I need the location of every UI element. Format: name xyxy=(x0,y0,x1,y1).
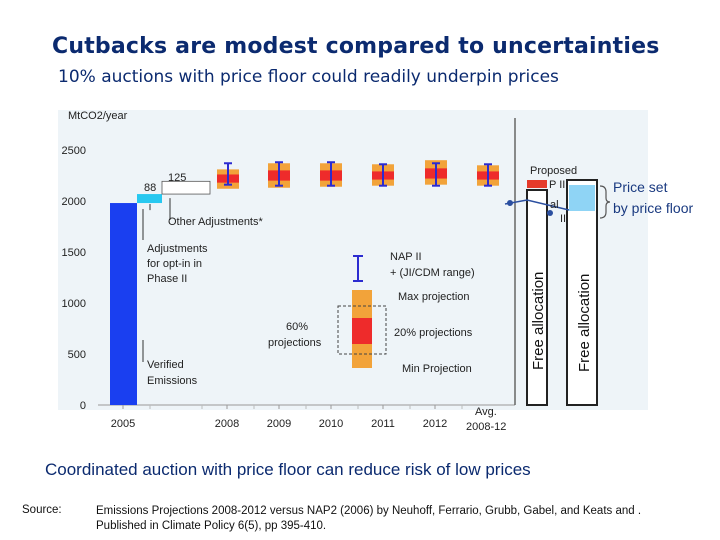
y-tick-label: 500 xyxy=(68,349,86,361)
x-tick-label: 2005 xyxy=(111,418,135,430)
x-ticks: 2005 2008 2009 2010 2011 2012 xyxy=(111,405,463,430)
price-set-brace xyxy=(599,185,611,219)
source-label: Source: xyxy=(22,504,62,516)
adjustment-125-bar xyxy=(161,180,211,195)
legend-projection-inner xyxy=(352,318,372,344)
x-tick-label: 2008 xyxy=(215,418,239,430)
price-point-1 xyxy=(507,200,513,206)
nap-legend-line1: NAP II xyxy=(390,251,422,263)
y-ticks: 0 500 1000 1500 2000 2500 xyxy=(62,145,86,412)
adjustment-125-label: 125 xyxy=(168,172,186,184)
page-title: Cutbacks are modest compared to uncertai… xyxy=(52,34,660,59)
free-allocation-bar-2 xyxy=(566,179,598,406)
y-tick-label: 0 xyxy=(80,400,86,412)
optin-label-line3: Phase II xyxy=(147,273,187,285)
free-allocation-label-2: Free allocation xyxy=(576,274,593,372)
x-tick-label: 2010 xyxy=(319,418,343,430)
nap-legend-line2: + (JI/CDM range) xyxy=(390,267,475,279)
proposed-label-clip-ii: II xyxy=(560,213,566,225)
verified-emissions-bar xyxy=(110,203,137,405)
price-point-2 xyxy=(547,210,553,216)
y-tick-label: 1500 xyxy=(62,247,86,259)
price-set-region xyxy=(569,185,595,211)
free-allocation-label-1: Free allocation xyxy=(530,272,547,370)
y-tick-label: 2000 xyxy=(62,196,86,208)
avg-label-line1: Avg. xyxy=(475,406,497,418)
other-adjustments-label: Other Adjustments* xyxy=(168,216,263,228)
free-allocation-bar-1 xyxy=(526,189,548,406)
legend-60-box xyxy=(337,305,387,355)
optin-label-line1: Adjustments xyxy=(147,243,208,255)
optin-label-line2: for opt-in in xyxy=(147,258,202,270)
y-tick-label: 1000 xyxy=(62,298,86,310)
proposed-label-clip-p: P II xyxy=(549,179,565,191)
y-tick-label: 2500 xyxy=(62,145,86,157)
price-set-label-line1: Price set xyxy=(613,179,668,195)
max-projection-label: Max projection xyxy=(398,291,470,303)
y-axis-label: MtCO2/year xyxy=(68,110,128,122)
bottom-note: Coordinated auction with price floor can… xyxy=(45,460,531,479)
verified-label-line1: Verified xyxy=(147,359,184,371)
x-tick-label: 2009 xyxy=(267,418,291,430)
chart-marks xyxy=(110,160,499,405)
adjustment-88-bar xyxy=(137,194,162,204)
proposed-nap-mark xyxy=(527,180,547,188)
min-projection-label: Min Projection xyxy=(402,363,472,375)
avg-label-line2: 2008-12 xyxy=(466,421,506,433)
x-tick-label: 2012 xyxy=(423,418,447,430)
pct60-label-line2: projections xyxy=(268,337,322,349)
proposed-label-line1: Proposed xyxy=(530,165,577,177)
page-subtitle: 10% auctions with price floor could read… xyxy=(58,67,559,87)
source-text: Emissions Projections 2008-2012 versus N… xyxy=(96,505,642,532)
price-set-label-line2: by price floor xyxy=(613,200,693,216)
verified-label-line2: Emissions xyxy=(147,375,198,387)
x-tick-label: 2011 xyxy=(371,418,395,430)
adjustment-88-label: 88 xyxy=(144,182,156,194)
pct60-label-line1: 60% xyxy=(286,321,308,333)
pct20-label: 20% projections xyxy=(394,327,473,339)
proposed-label-clip-al: al xyxy=(550,199,559,211)
